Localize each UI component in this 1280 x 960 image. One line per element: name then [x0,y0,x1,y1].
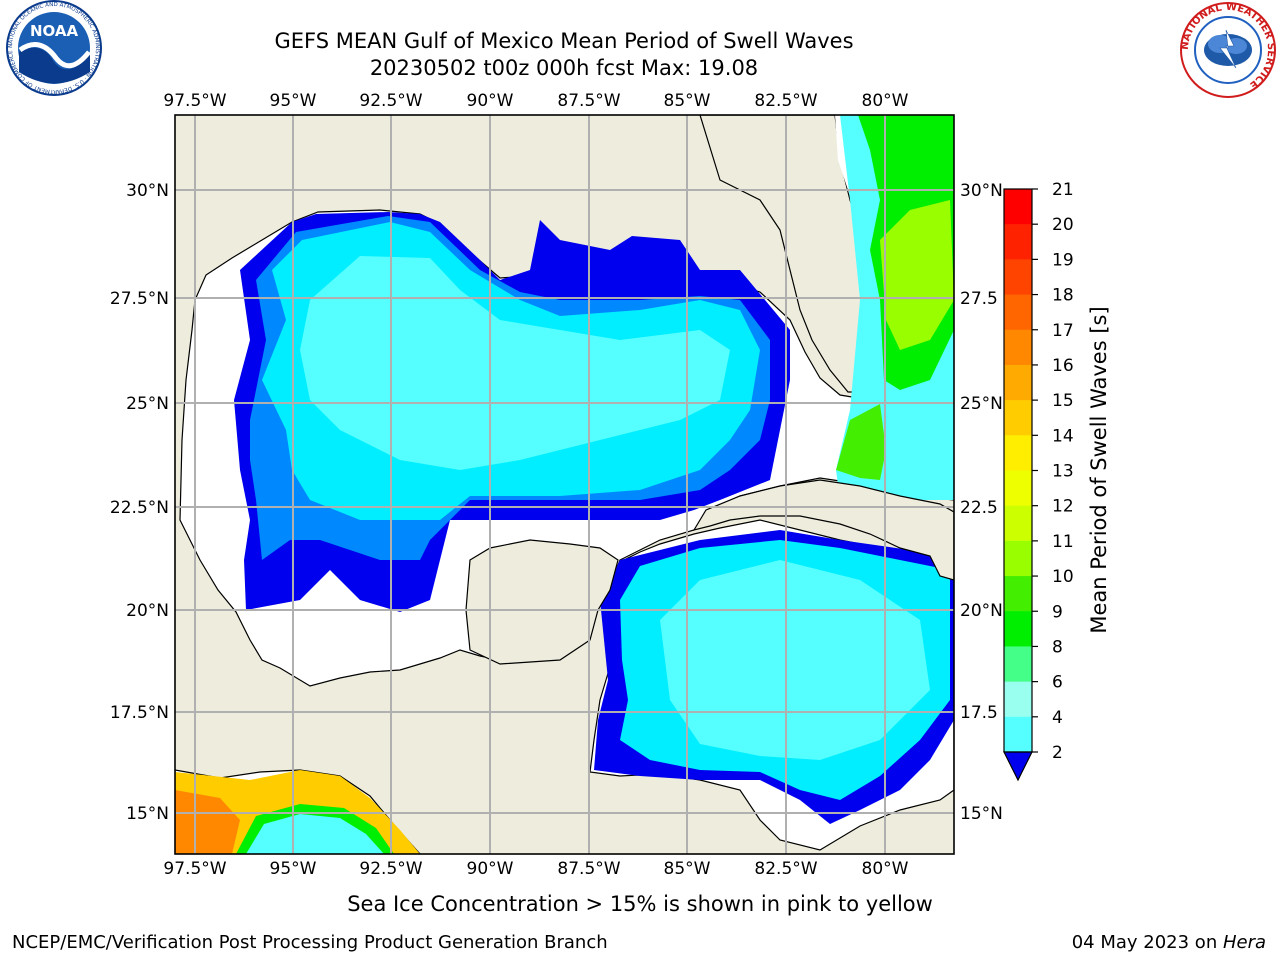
swell-pacific-green [236,804,394,854]
lon-tick-top: 90°W [467,91,514,111]
footer-host: Hera [1222,932,1266,953]
nws-logo: NATIONAL WEATHER SERVICE [1176,0,1280,100]
colorbar-tick-label: 8 [1052,637,1063,657]
colorbar-tick-label: 9 [1052,602,1063,622]
colorbar-tick-label: 20 [1052,215,1074,235]
lon-tick-top: 95°W [270,91,317,111]
chart-subtitle: 20230502 t00z 000h fcst Max: 19.08 [369,56,759,80]
footer-date-text: 04 May 2023 on [1071,932,1223,953]
sea-ice-note: Sea Ice Concentration > 15% is shown in … [347,892,933,916]
colorbar-extension [1003,751,1033,782]
colorbar-tick-label: 2 [1052,743,1063,763]
colorbar-swatch [1004,576,1032,612]
colorbar-label: Mean Period of Swell Waves [s] [1087,306,1111,633]
lat-tick-right: 20°N [960,601,1003,621]
colorbar-swatch [1004,259,1032,296]
lat-tick-left: 15°N [126,804,169,824]
lon-tick-bottom: 85°W [664,859,711,879]
lon-tick-top: 82.5°W [754,91,817,111]
colorbar-swatch [1004,329,1032,366]
swell-atlantic-yellowgreen [880,200,954,350]
lon-tick-bottom: 87.5°W [557,859,620,879]
lat-tick-left: 22.5°N [110,498,169,518]
yucatan-peninsula [465,539,619,665]
colorbar-ticks: 21 20 19 18 17 16 15 14 13 12 11 10 9 8 6 4 2 [1032,180,1074,763]
colorbar-swatch [1004,540,1032,577]
swell-pacific-orange [175,790,240,854]
colorbar-swatch [1004,505,1032,542]
colorbar-tick-label: 21 [1052,180,1074,200]
colorbar-swatch [1004,470,1032,507]
chart-title: GEFS MEAN Gulf of Mexico Mean Period of … [274,29,854,53]
lat-tick-right: 27.5 [960,289,998,309]
lon-tick-top: 97.5°W [163,91,226,111]
lat-tick-left: 20°N [126,601,169,621]
colorbar-swatch [1004,435,1032,471]
lon-tick-top: 80°W [862,91,909,111]
colorbar-tick-label: 18 [1052,286,1074,306]
colorbar-tick-label: 4 [1052,708,1063,728]
lon-tick-top: 87.5°W [557,91,620,111]
lon-tick-bottom: 82.5°W [754,859,817,879]
colorbar-tick-label: 6 [1052,673,1063,693]
colorbar-tick-label: 14 [1052,426,1074,446]
colorbar-tick-label: 10 [1052,567,1074,587]
lon-tick-bottom: 97.5°W [163,859,226,879]
lon-tick-bottom: 92.5°W [359,859,422,879]
colorbar-swatch [1004,294,1032,331]
noaa-logo: NOAA NATIONAL OCEANIC AND ATMOSPHERIC AD… [2,0,106,100]
lat-tick-left: 27.5°N [110,289,169,309]
colorbar-swatch [1004,364,1032,401]
colorbar-tick-label: 17 [1052,321,1074,341]
colorbar-tick-label: 16 [1052,356,1074,376]
lon-tick-bottom: 80°W [862,859,909,879]
colorbar-swatch [1004,224,1032,260]
swell-8-9s [300,256,730,470]
lon-tick-bottom: 95°W [270,859,317,879]
lat-tick-left: 17.5°N [110,703,169,723]
colorbar-tick-label: 19 [1052,250,1074,270]
footer-branch: NCEP/EMC/Verification Post Processing Pr… [12,932,608,953]
map-tick-labels: 97.5°W 97.5°W 95°W 95°W 92.5°W 92.5°W 90°W 90°W… [110,91,1003,879]
lat-tick-right: 15°N [960,804,1003,824]
colorbar-swatch [1004,716,1032,753]
lon-tick-bottom: 90°W [467,859,514,879]
colorbar-swatch [1004,646,1032,683]
colorbar-swatch [1004,189,1032,225]
colorbar-swatch [1004,611,1032,647]
lat-tick-right: 17.5 [960,703,998,723]
lat-tick-left: 30°N [126,181,169,201]
svg-text:NOAA: NOAA [30,22,79,40]
colorbar [1003,188,1033,782]
lat-tick-left: 25°N [126,394,169,414]
lat-tick-right: 25°N [960,394,1003,414]
map-frame [174,114,955,855]
lat-tick-right: 22.5 [960,498,998,518]
colorbar-swatch [1004,681,1032,718]
swell-straits-green [836,404,886,480]
colorbar-tick-label: 12 [1052,497,1074,517]
colorbar-tick-label: 13 [1052,462,1074,482]
colorbar-swatch [1004,400,1032,436]
lon-tick-top: 85°W [664,91,711,111]
colorbar-tick-label: 11 [1052,532,1074,552]
footer-date: 04 May 2023 on Hera [1072,932,1266,954]
colorbar-tick-label: 15 [1052,391,1074,411]
map-gridlines [175,115,954,854]
lat-tick-right: 30°N [960,181,1003,201]
lon-tick-top: 92.5°W [359,91,422,111]
